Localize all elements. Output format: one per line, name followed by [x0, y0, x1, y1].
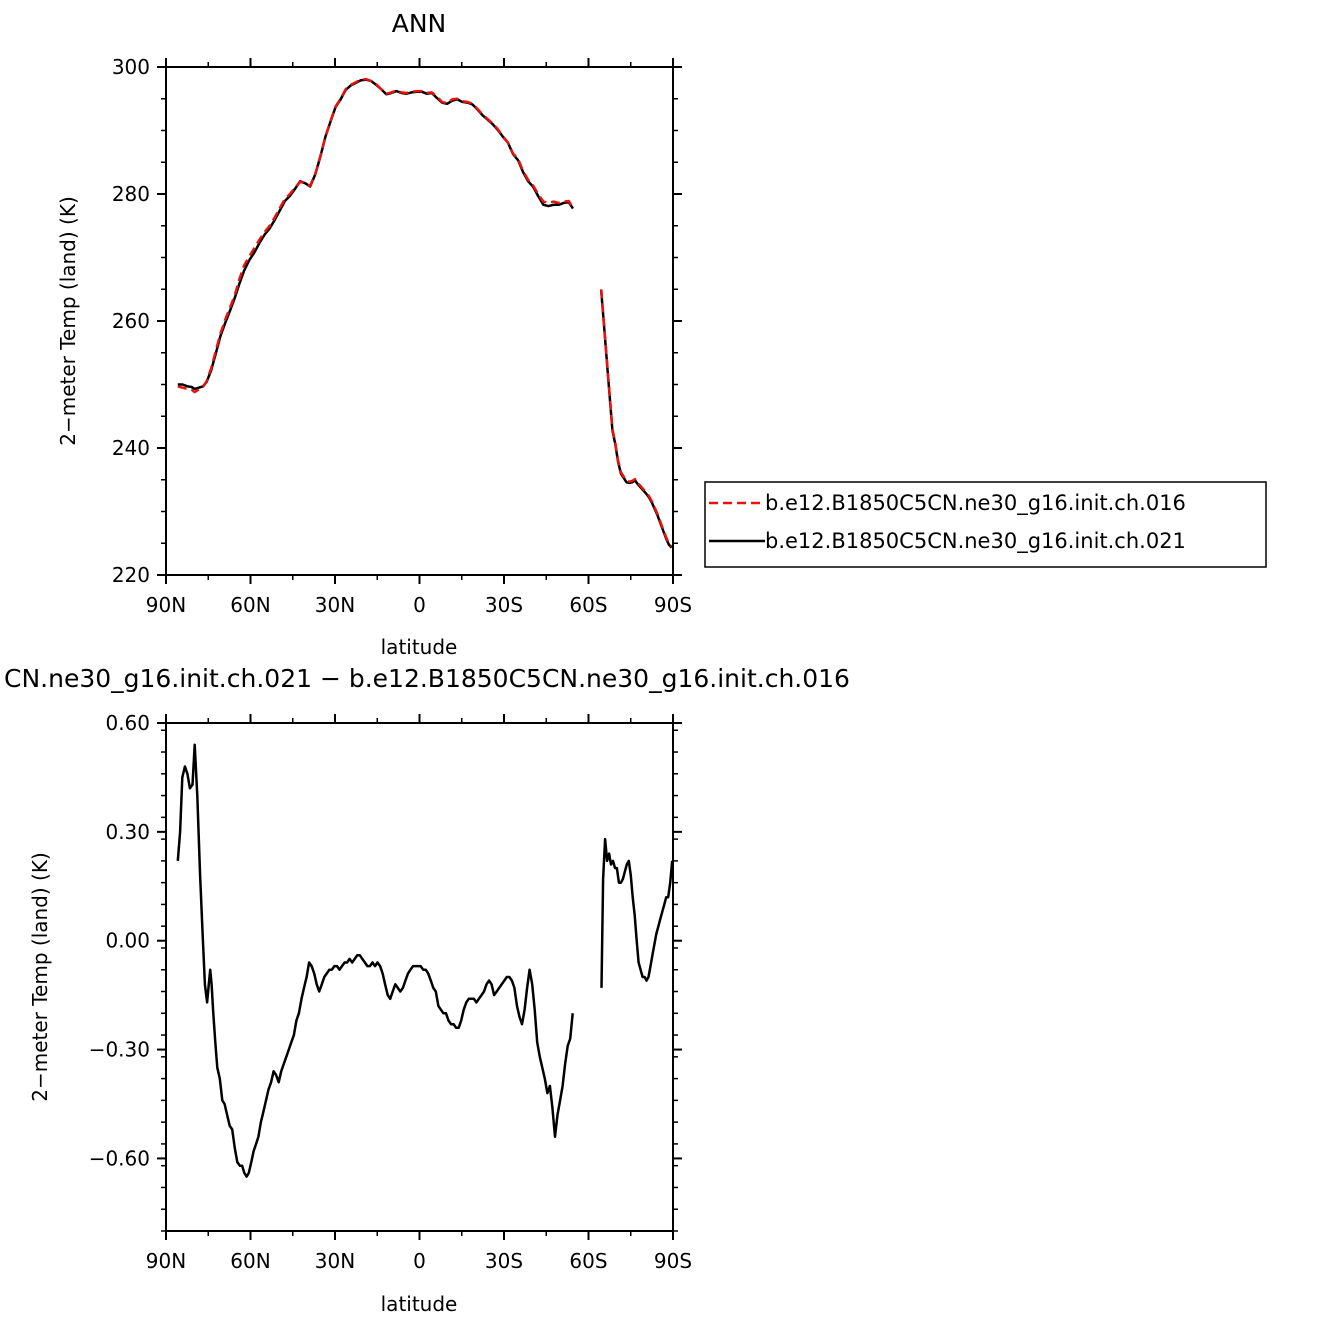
bottom-y-tick-label: 0.60 [105, 711, 150, 735]
top-series-group [177, 77, 673, 549]
bottom-y-tick-label: 0.00 [105, 929, 150, 953]
legend-label-series-1: b.e12.B1850C5CN.ne30_g16.init.ch.016 [765, 491, 1186, 516]
legend-label-series-2: b.e12.B1850C5CN.ne30_g16.init.ch.021 [765, 529, 1186, 554]
top-y-axis-title: 2−meter Temp (land) (K) [56, 196, 80, 446]
bottom-series-line-1 [176, 743, 574, 1178]
bottom-x-tick-label: 0 [413, 1249, 426, 1273]
bottom-y-axis-title: 2−meter Temp (land) (K) [28, 852, 52, 1102]
bottom-x-tick-label: 90N [146, 1249, 186, 1273]
bottom-x-tick-label: 60S [569, 1249, 607, 1273]
top-y-tick-label: 300 [112, 55, 150, 79]
top-panel: ANN 220 240 260 280 300 90N 60N 30N 0 30S 60S 90S l… [56, 9, 692, 659]
top-x-tick-label: 0 [413, 593, 426, 617]
top-x-tick-label: 30S [485, 593, 523, 617]
bottom-chart-title: CN.ne30_g16.init.ch.021 − b.e12.B1850C5C… [4, 664, 850, 693]
top-y-tick-label: 280 [112, 182, 150, 206]
top-y-tick-label: 240 [112, 436, 150, 460]
bottom-plot-frame [165, 722, 674, 1232]
top-series-line-2 [177, 78, 575, 391]
top-y-tick-label: 220 [112, 563, 150, 587]
top-x-axis-title: latitude [381, 635, 458, 659]
bottom-x-tick-label: 60N [230, 1249, 270, 1273]
bottom-x-tick-label: 30S [485, 1249, 523, 1273]
bottom-axis-ticks: −0.60 −0.30 0.00 0.30 0.60 90N 60N 30N 0 30S 60S 90… [89, 711, 692, 1273]
bottom-y-tick-label: −0.30 [89, 1038, 150, 1062]
bottom-x-axis-title: latitude [381, 1292, 458, 1316]
legend-box [704, 481, 1267, 568]
top-chart-title: ANN [392, 9, 447, 38]
top-x-tick-label: 90S [654, 593, 692, 617]
bottom-y-tick-label: −0.60 [89, 1146, 150, 1170]
bottom-series-group [176, 743, 674, 1178]
bottom-panel: CN.ne30_g16.init.ch.021 − b.e12.B1850C5C… [4, 664, 850, 1316]
bottom-series-line-1 [600, 837, 674, 988]
top-x-tick-label: 60N [230, 593, 270, 617]
top-x-tick-label: 30N [315, 593, 355, 617]
top-y-tick-label: 260 [112, 309, 150, 333]
top-series-line-1 [599, 289, 673, 548]
top-series-line-1 [177, 77, 575, 394]
top-plot-frame [165, 66, 674, 576]
top-x-tick-label: 90N [146, 593, 186, 617]
bottom-x-tick-label: 90S [654, 1249, 692, 1273]
legend: b.e12.B1850C5CN.ne30_g16.init.ch.016 b.e… [704, 481, 1267, 568]
top-axis-ticks: 220 240 260 280 300 90N 60N 30N 0 30S 60S 90S [112, 55, 692, 617]
bottom-x-tick-label: 30N [315, 1249, 355, 1273]
top-x-tick-label: 60S [569, 593, 607, 617]
bottom-y-tick-label: 0.30 [105, 820, 150, 844]
